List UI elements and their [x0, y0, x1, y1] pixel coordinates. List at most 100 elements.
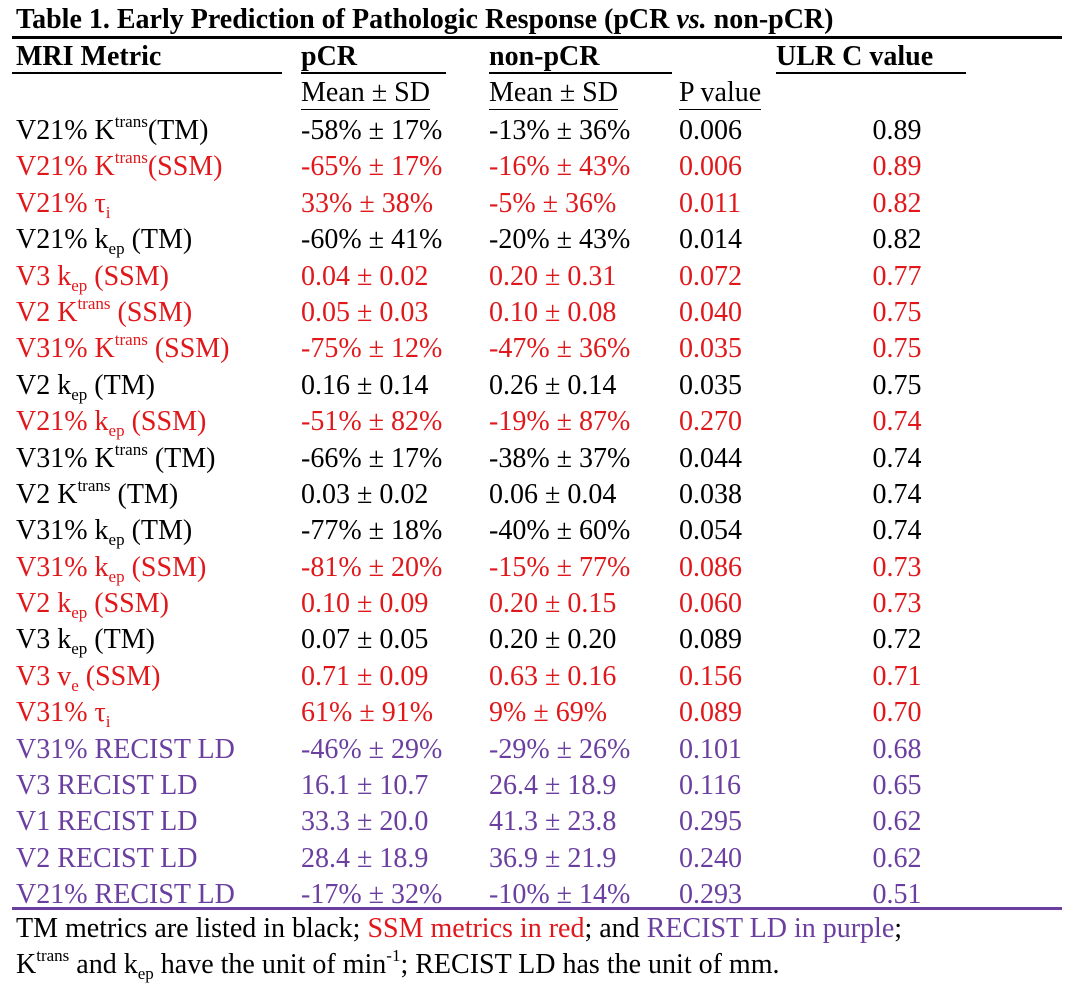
- c-value-cell: 0.51: [872, 879, 922, 911]
- metric-cell: V31% kep (TM): [16, 515, 193, 550]
- c-value-cell: 0.68: [872, 733, 922, 765]
- pcr-cell: 0.71 ± 0.09: [301, 660, 429, 692]
- pcr-cell: -51% ± 82%: [301, 406, 443, 438]
- metric-cell: V2 Ktrans (TM): [16, 475, 179, 510]
- pcr-cell: -66% ± 17%: [301, 442, 443, 474]
- header-nonpcr: non-pCR: [489, 41, 600, 72]
- pcr-cell: -81% ± 20%: [301, 551, 443, 583]
- metric-cell: V21% Ktrans(SSM): [16, 148, 223, 183]
- c-value-cell: 0.62: [872, 842, 922, 874]
- p-value-cell: 0.040: [679, 296, 742, 328]
- table-body: V21% Ktrans(TM) -58% ± 17% -13% ± 36% 0.006…: [12, 113, 1062, 914]
- subheader-pcr-mean-sd: Mean ± SD: [301, 77, 430, 110]
- p-value-cell: 0.089: [679, 624, 742, 656]
- p-value-cell: 0.044: [679, 442, 742, 474]
- header-rule-cvalue: [776, 72, 966, 74]
- table-row: V2 RECIST LD 28.4 ± 18.9 36.9 ± 21.9 0.240 0…: [12, 841, 1062, 877]
- pcr-cell: 0.04 ± 0.02: [301, 260, 429, 292]
- p-value-cell: 0.006: [679, 115, 742, 146]
- p-value-cell: 0.060: [679, 588, 742, 620]
- table-row: V21% Ktrans(TM) -58% ± 17% -13% ± 36% 0.006…: [12, 113, 1062, 149]
- pcr-cell: -75% ± 12%: [301, 333, 443, 365]
- metric-cell: V3 kep (SSM): [16, 260, 169, 295]
- nonpcr-cell: 36.9 ± 21.9: [489, 842, 617, 874]
- nonpcr-cell: 0.20 ± 0.20: [489, 624, 617, 656]
- metric-cell: V21% kep (TM): [16, 224, 193, 259]
- p-value-cell: 0.270: [679, 406, 742, 438]
- nonpcr-cell: 0.63 ± 0.16: [489, 660, 617, 692]
- bottom-rule: [12, 907, 1062, 910]
- metric-cell: V21% RECIST LD: [16, 879, 235, 911]
- table-row: V31% Ktrans (TM) -66% ± 17% -38% ± 37% 0.04…: [12, 441, 1062, 477]
- table-row: V3 kep (SSM) 0.04 ± 0.02 0.20 ± 0.31 0.072 0…: [12, 259, 1062, 295]
- pcr-cell: 16.1 ± 10.7: [301, 770, 429, 802]
- pcr-cell: -77% ± 18%: [301, 515, 443, 547]
- table-title: Table 1. Early Prediction of Pathologic …: [16, 4, 834, 35]
- pcr-cell: -60% ± 41%: [301, 224, 443, 256]
- metric-cell: V2 kep (TM): [16, 369, 155, 404]
- p-value-cell: 0.240: [679, 842, 742, 874]
- c-value-cell: 0.71: [872, 660, 922, 692]
- nonpcr-cell: 26.4 ± 18.9: [489, 770, 617, 802]
- metric-cell: V31% kep (SSM): [16, 551, 207, 586]
- nonpcr-cell: 0.20 ± 0.31: [489, 260, 617, 292]
- nonpcr-cell: 41.3 ± 23.8: [489, 806, 617, 838]
- table-row: V21% Ktrans(SSM) -65% ± 17% -16% ± 43% 0.00…: [12, 149, 1062, 185]
- nonpcr-cell: -10% ± 14%: [489, 879, 631, 911]
- pcr-cell: 0.16 ± 0.14: [301, 369, 429, 401]
- c-value-cell: 0.62: [872, 806, 922, 838]
- c-value-cell: 0.74: [872, 478, 922, 510]
- c-value-cell: 0.74: [872, 515, 922, 547]
- nonpcr-cell: 0.10 ± 0.08: [489, 296, 617, 328]
- table-row: V3 ve (SSM) 0.71 ± 0.09 0.63 ± 0.16 0.156 0.…: [12, 659, 1062, 695]
- nonpcr-cell: -19% ± 87%: [489, 406, 631, 438]
- table-row: V21% kep (SSM) -51% ± 82% -19% ± 87% 0.270 0…: [12, 404, 1062, 440]
- nonpcr-cell: -20% ± 43%: [489, 224, 631, 256]
- nonpcr-cell: -16% ± 43%: [489, 151, 631, 183]
- table-row: V21% RECIST LD -17% ± 32% -10% ± 14% 0.293 0…: [12, 877, 1062, 913]
- table-footnote: TM metrics are listed in black; SSM metr…: [16, 911, 902, 983]
- pcr-cell: 33.3 ± 20.0: [301, 806, 429, 838]
- p-value-cell: 0.035: [679, 369, 742, 401]
- header-metric: MRI Metric: [16, 41, 162, 72]
- table-row: V1 RECIST LD 33.3 ± 20.0 41.3 ± 23.8 0.295 0…: [12, 804, 1062, 840]
- c-value-cell: 0.74: [872, 442, 922, 474]
- metric-cell: V21% Ktrans(TM): [16, 112, 209, 146]
- nonpcr-cell: -15% ± 77%: [489, 551, 631, 583]
- pcr-cell: 0.07 ± 0.05: [301, 624, 429, 656]
- nonpcr-cell: -29% ± 26%: [489, 733, 631, 765]
- metric-cell: V31% τi: [16, 697, 111, 732]
- metric-cell: V2 RECIST LD: [16, 842, 198, 874]
- metric-cell: V31% Ktrans (TM): [16, 439, 216, 474]
- pcr-cell: -46% ± 29%: [301, 733, 443, 765]
- pcr-cell: -65% ± 17%: [301, 151, 443, 183]
- p-value-cell: 0.072: [679, 260, 742, 292]
- table-row: V31% Ktrans (SSM) -75% ± 12% -47% ± 36% 0.0…: [12, 331, 1062, 367]
- metric-cell: V3 RECIST LD: [16, 770, 198, 802]
- footnote-line-2: Ktrans and kep have the unit of min-1; R…: [16, 946, 780, 983]
- c-value-cell: 0.75: [872, 333, 922, 365]
- header-cvalue: ULR C value: [776, 41, 934, 72]
- nonpcr-cell: -40% ± 60%: [489, 515, 631, 547]
- table-row: V3 kep (TM) 0.07 ± 0.05 0.20 ± 0.20 0.089 0.…: [12, 622, 1062, 658]
- table-row: V31% kep (SSM) -81% ± 20% -15% ± 77% 0.086 0…: [12, 550, 1062, 586]
- metric-cell: V21% τi: [16, 187, 111, 222]
- header-rule-pcr: [301, 72, 446, 74]
- table-row: V21% τi 33% ± 38% -5% ± 36% 0.011 0.82: [12, 186, 1062, 222]
- c-value-cell: 0.89: [872, 115, 922, 146]
- c-value-cell: 0.82: [872, 187, 922, 219]
- footnote-line-1: TM metrics are listed in black; SSM metr…: [16, 913, 903, 944]
- table-row: V21% kep (TM) -60% ± 41% -20% ± 43% 0.014 0.…: [12, 222, 1062, 258]
- c-value-cell: 0.82: [872, 224, 922, 256]
- p-value-cell: 0.035: [679, 333, 742, 365]
- p-value-cell: 0.101: [679, 733, 742, 765]
- pcr-cell: 0.05 ± 0.03: [301, 296, 429, 328]
- metric-cell: V3 kep (TM): [16, 624, 155, 659]
- nonpcr-cell: -38% ± 37%: [489, 442, 631, 474]
- p-value-cell: 0.295: [679, 806, 742, 838]
- p-value-cell: 0.086: [679, 551, 742, 583]
- pcr-cell: -58% ± 17%: [301, 115, 443, 146]
- table-row: V2 Ktrans (SSM) 0.05 ± 0.03 0.10 ± 0.08 0.0…: [12, 295, 1062, 331]
- header-rule-metric: [12, 72, 282, 74]
- p-value-cell: 0.014: [679, 224, 742, 256]
